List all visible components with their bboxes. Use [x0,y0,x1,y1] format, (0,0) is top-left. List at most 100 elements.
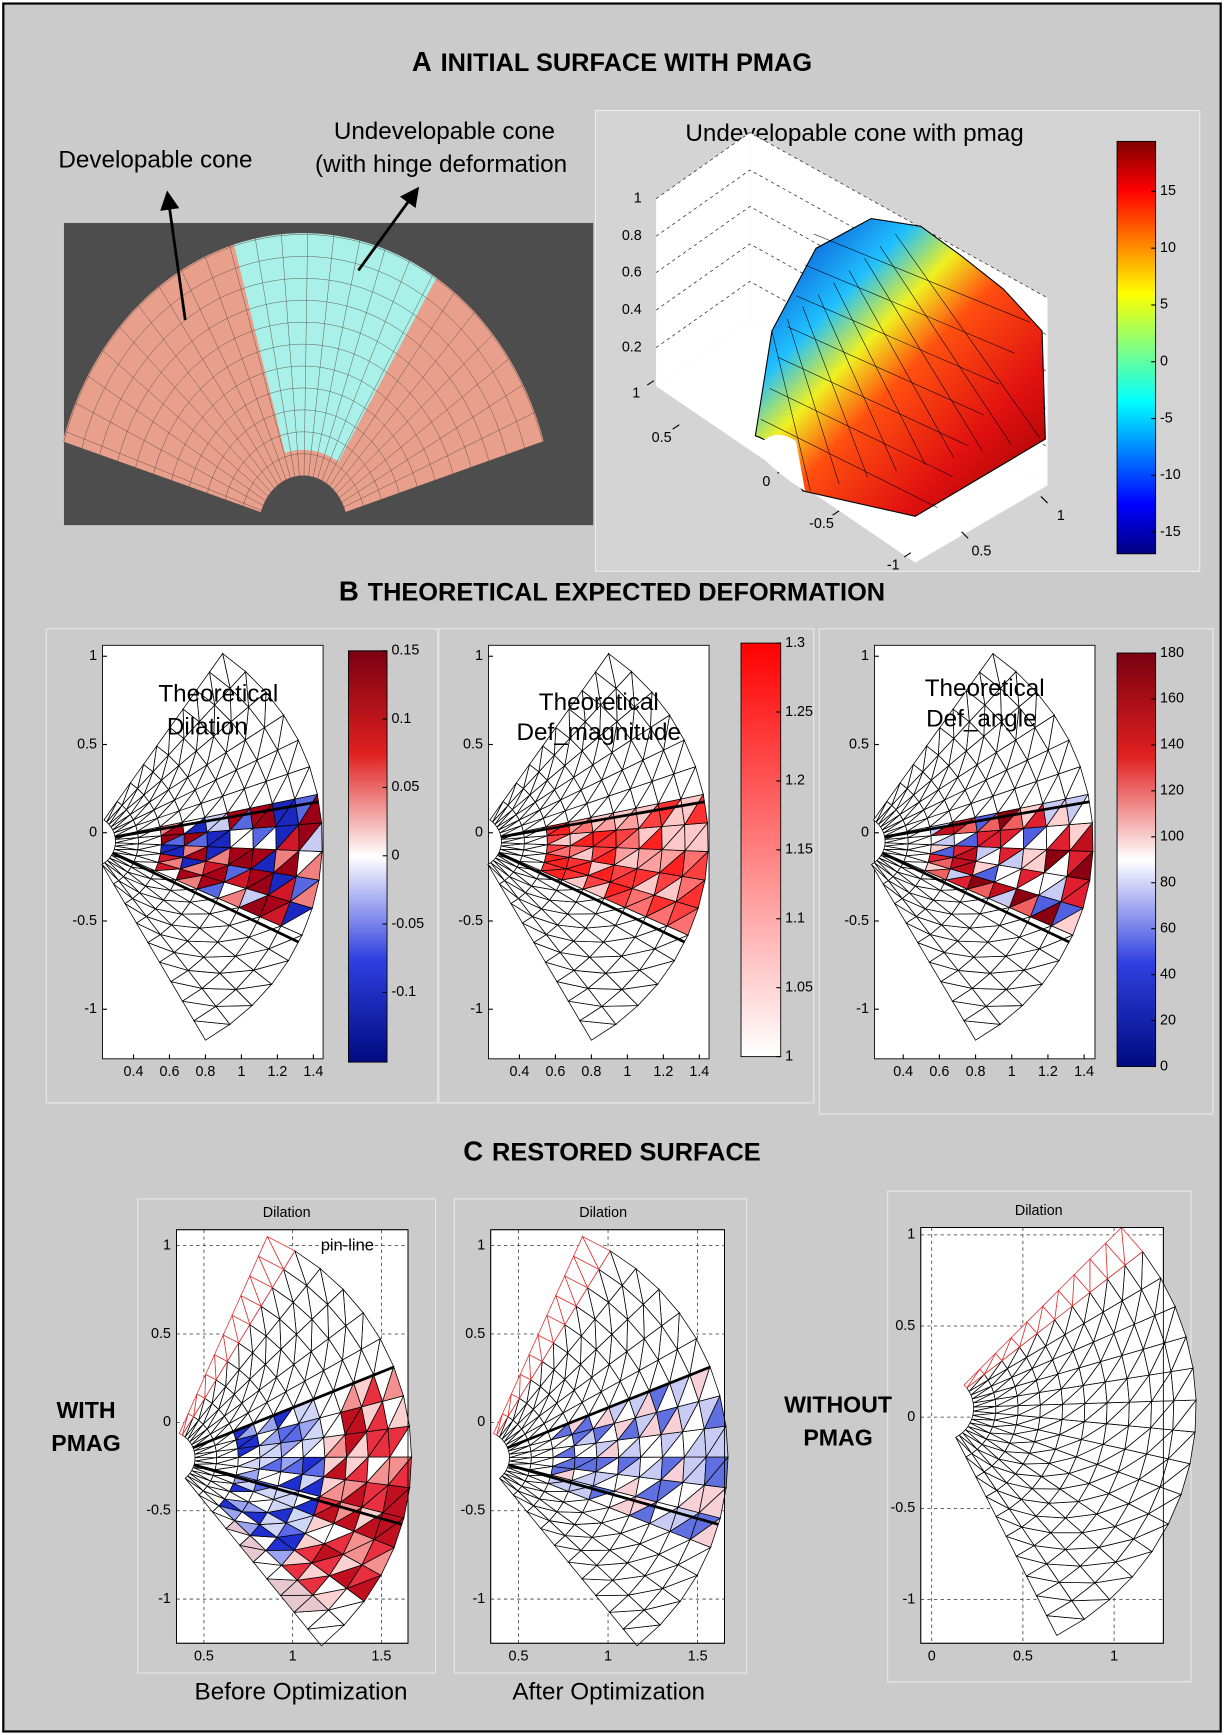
z-tick-label: 0.2 [622,339,642,355]
section-letter: A [412,46,432,77]
y-tick-label: -0.5 [809,516,834,532]
plot-title: Theoretical [158,680,278,707]
y-tick-label: 1 [475,648,483,664]
figure: AINITIAL SURFACE WITH PMAGBTHEORETICAL E… [0,0,1224,1735]
section-text: INITIAL SURFACE WITH PMAG [441,49,812,77]
colorbar-tick-label: 1.2 [785,773,805,789]
x-tick-label: 1.5 [688,1648,708,1664]
caption: Before Optimization [195,1678,408,1705]
z-tick-label: 0.4 [622,302,642,318]
plot-title: Dilation [1015,1203,1063,1219]
colorbar-tick-label: 1 [785,1048,793,1064]
x-tick-label: 1.4 [689,1064,709,1080]
x-tick-label: 1 [1110,1648,1118,1664]
x-tick-label: 0 [928,1648,936,1664]
y-tick-label: -1 [158,1591,171,1607]
plot-title: Theoretical [539,689,659,716]
x-tick-label: 0.4 [124,1064,144,1080]
colorbar-tick-label: 15 [1160,183,1176,199]
y-tick-label: -1 [470,1001,483,1017]
x-tick-label: 0.5 [509,1648,529,1664]
colorbar-tick-label: 160 [1160,691,1184,707]
y-tick-label: 1 [163,1237,171,1253]
colorbar-tick-label: 0.15 [391,643,419,659]
colorbar [1117,141,1156,553]
y-tick-label: -0.5 [146,1502,171,1518]
x-tick-label: 0.6 [929,1064,949,1080]
y-tick-label: -0.5 [72,913,97,929]
colorbar-tick-label: 10 [1160,240,1176,256]
plot-title: Dilation [263,1205,311,1221]
x-tick-label: 0.5 [971,543,991,559]
section-letter: B [339,576,359,607]
section-letter: C [463,1136,483,1167]
colorbar-tick-label: 0 [1160,354,1168,370]
y-tick-label: 0 [477,1414,485,1430]
surface-label: Developable cone [58,147,252,174]
y-tick-label: 0 [907,1409,915,1425]
y-tick-label: 1 [861,648,869,664]
x-tick-label: 0.5 [1013,1648,1033,1664]
y-tick-label: 0.5 [652,430,672,446]
colorbar-tick-label: 0 [391,848,399,864]
y-tick-label: 0.5 [465,1326,485,1342]
y-tick-label: -1 [472,1591,485,1607]
y-tick-label: -0.5 [458,913,483,929]
x-tick-label: 0.8 [195,1064,215,1080]
z-tick-label: 0.8 [622,228,642,244]
x-tick-label: 1.2 [653,1064,673,1080]
y-tick-label: 0.5 [849,736,869,752]
x-tick-label: 0.8 [966,1064,986,1080]
x-tick-label: 1.5 [371,1648,391,1664]
z-tick-label: 0.6 [622,264,642,280]
colorbar-tick-label: 1.05 [785,979,813,995]
y-tick-label: 1 [477,1237,485,1253]
y-tick-label: 1 [907,1227,915,1243]
colorbar [348,651,387,1062]
z-tick-label: 1 [634,190,642,206]
y-tick-label: 0 [861,825,869,841]
row-label: WITHOUT [784,1391,892,1417]
y-tick-label: -1 [902,1591,915,1607]
y-tick-label: 0 [89,825,97,841]
surface-label: Undevelopable cone [334,118,555,145]
y-tick-label: -0.5 [460,1502,485,1518]
colorbar-tick-label: -15 [1160,524,1181,540]
colorbar-tick-label: 60 [1160,920,1176,936]
colorbar-tick-label: 1.15 [785,842,813,858]
section-title: C RESTORED SURFACE [463,1136,760,1167]
x-tick-label: 1 [1057,508,1065,524]
surface-label: (with hinge deformation [315,151,567,178]
colorbar-tick-label: 0.1 [391,711,411,727]
plot-title: Dilation [579,1205,627,1221]
x-tick-label: 0.5 [194,1648,214,1664]
caption: After Optimization [512,1678,705,1705]
colorbar-tick-label: 20 [1160,1012,1176,1028]
colorbar-tick-label: 80 [1160,875,1176,891]
section-text: RESTORED SURFACE [492,1138,761,1166]
y-tick-label: -1 [84,1001,97,1017]
x-tick-label: 1.2 [267,1064,287,1080]
y-tick-label: 1 [89,648,97,664]
colorbar-tick-label: 40 [1160,966,1176,982]
colorbar-tick-label: 140 [1160,737,1184,753]
colorbar-tick-label: -0.1 [391,984,416,1000]
x-tick-label: 0.4 [893,1064,913,1080]
y-tick-label: -1 [887,558,900,574]
colorbar-tick-label: 0.05 [391,779,419,795]
colorbar-tick-label: 120 [1160,783,1184,799]
plot-title: Dilation [167,713,248,740]
y-tick-label: 0.5 [77,736,97,752]
row-label: PMAG [803,1424,872,1450]
colorbar-tick-label: 180 [1160,645,1184,661]
plot-title: Def_magnitude [517,719,681,746]
colorbar-tick-label: -10 [1160,467,1181,483]
annotation: pin-line [321,1236,374,1255]
y-tick-label: 0 [762,474,770,490]
row-label: WITH [56,1397,115,1423]
x-tick-label: 1.4 [303,1064,323,1080]
colorbar-tick-label: -5 [1160,410,1173,426]
x-tick-label: 1 [237,1064,245,1080]
colorbar-tick-label: 0 [1160,1058,1168,1074]
colorbar-tick-label: 5 [1160,297,1168,313]
